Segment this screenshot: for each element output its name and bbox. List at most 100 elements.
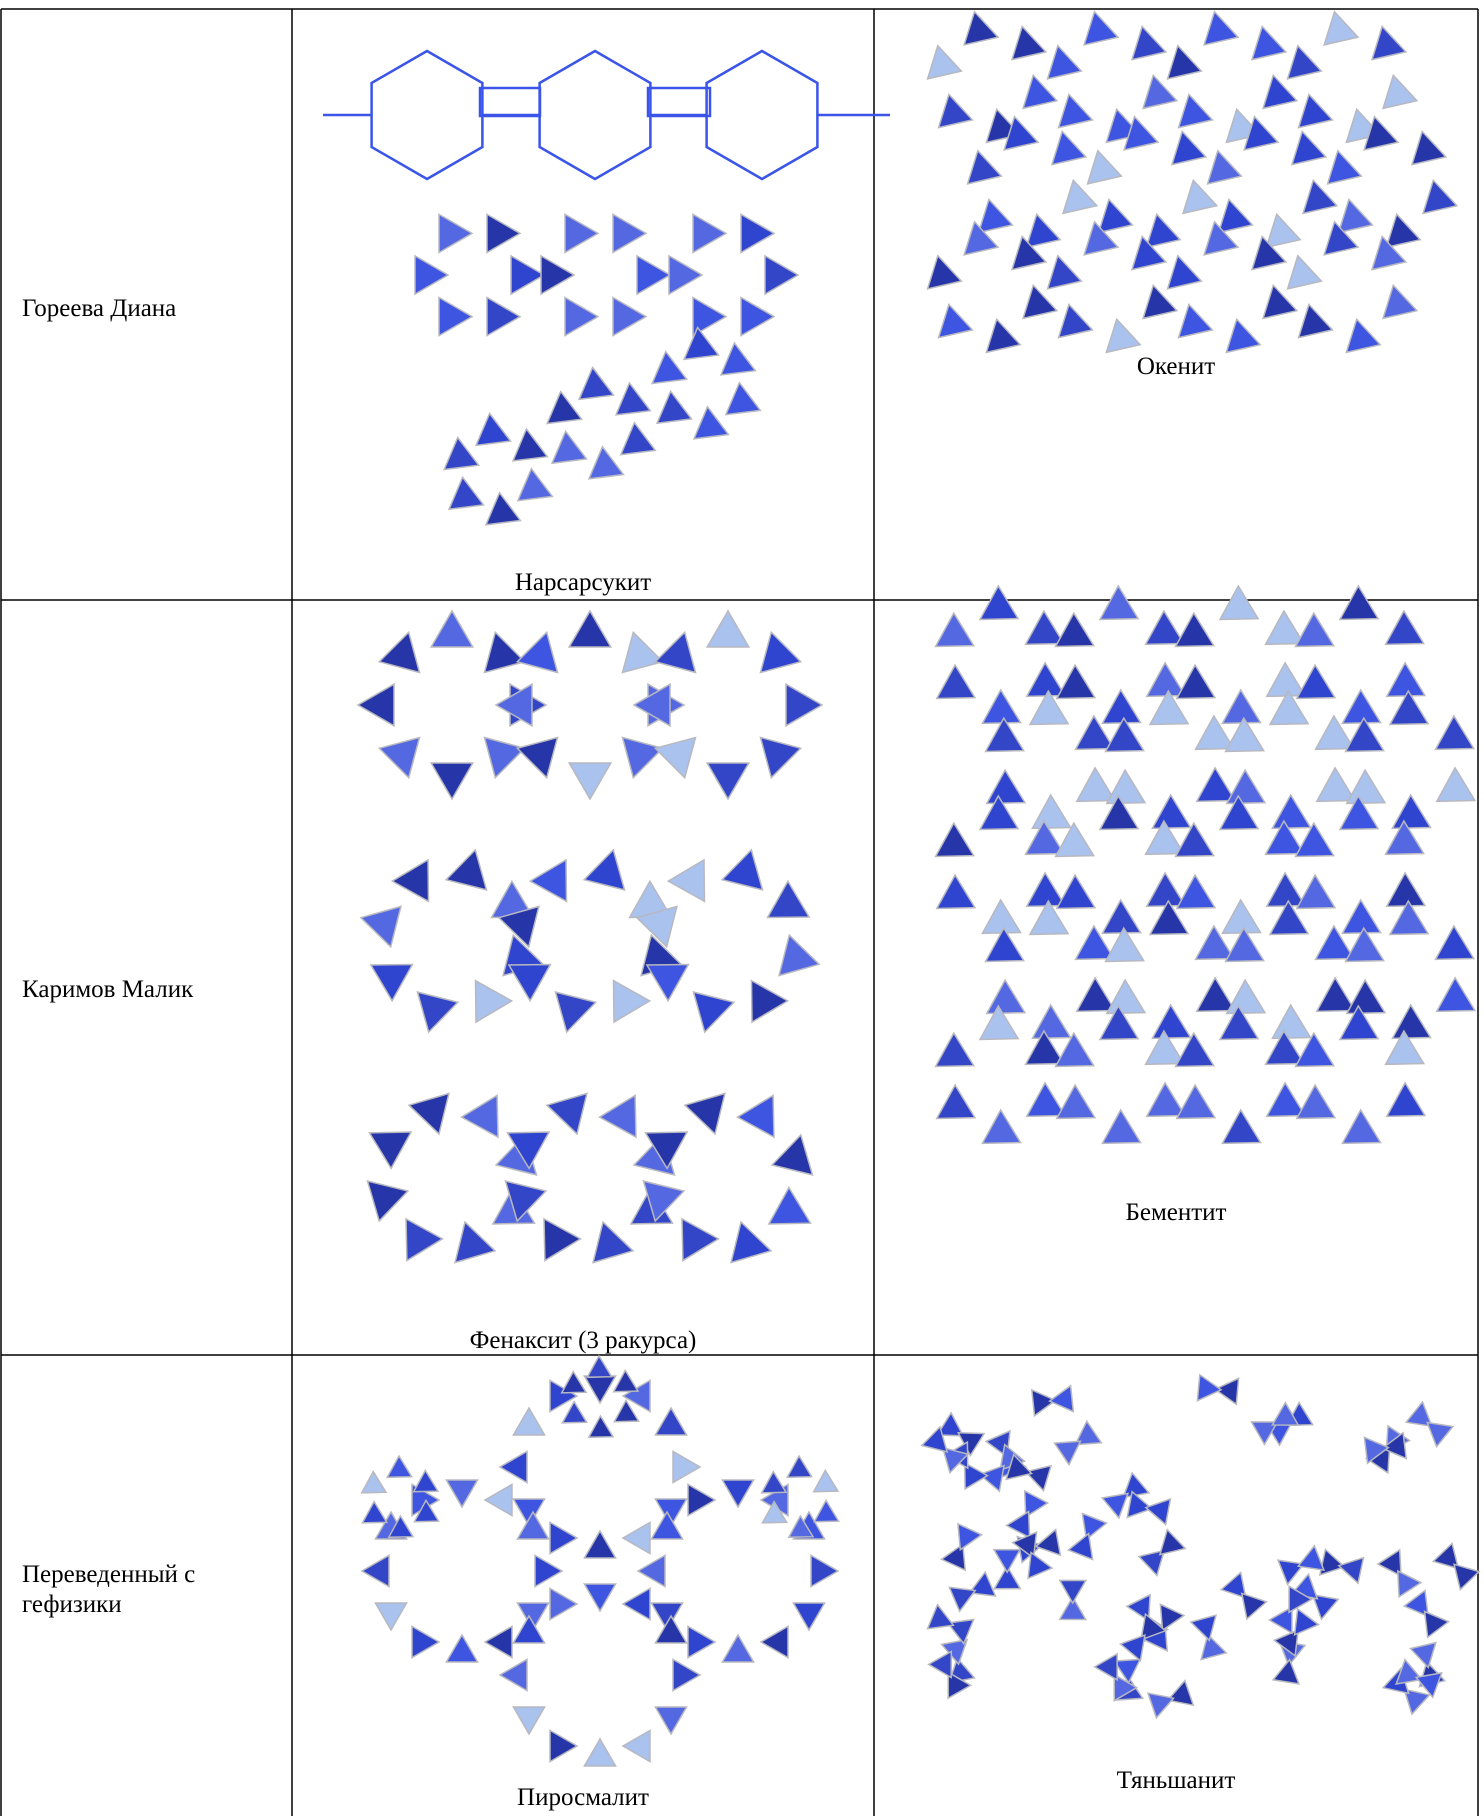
tetrahedron — [981, 898, 1022, 935]
tetrahedron — [366, 1180, 410, 1223]
tetrahedron — [978, 584, 1020, 621]
tetrahedron — [1200, 1633, 1228, 1661]
tetrahedron — [926, 44, 963, 80]
tetrahedron — [1119, 1633, 1146, 1663]
tetrahedron — [592, 1220, 635, 1264]
tetrahedron — [759, 1625, 789, 1659]
tetrahedron — [545, 1092, 588, 1136]
tetrahedron — [1203, 220, 1240, 256]
tetrahedron — [1022, 283, 1059, 320]
tetrahedron — [405, 1217, 444, 1262]
tetrahedron — [512, 1614, 546, 1644]
tetrahedron — [736, 1094, 775, 1139]
tetrahedron — [683, 1092, 726, 1136]
tetrahedron — [1023, 1489, 1050, 1519]
tetrahedron — [1177, 303, 1214, 339]
tetrahedron — [963, 220, 1000, 256]
tetrahedron — [1145, 212, 1182, 249]
tetrahedron — [498, 1450, 528, 1484]
tetrahedron — [935, 873, 977, 910]
tetrahedron — [1396, 1569, 1423, 1599]
tetrahedron — [957, 1522, 984, 1552]
tetrahedron — [978, 1004, 1020, 1041]
tetrahedron — [1264, 1029, 1306, 1066]
tetrahedron — [1267, 1605, 1293, 1635]
tetrahedron — [1057, 93, 1094, 129]
tetrahedron — [1403, 1688, 1431, 1716]
tetrahedron — [587, 1414, 615, 1439]
tetrahedron — [621, 1587, 651, 1621]
tetrahedron — [1144, 819, 1186, 856]
tetrahedron — [721, 1633, 755, 1663]
tetrahedron — [621, 1729, 651, 1763]
tetrahedron — [1243, 115, 1280, 151]
tetrahedron — [1384, 609, 1426, 646]
tetrahedron — [1105, 317, 1142, 354]
tetrahedron — [1213, 1377, 1240, 1406]
tetrahedron — [1196, 1373, 1223, 1402]
tetrahedron — [1104, 716, 1146, 753]
tetrahedron — [619, 421, 657, 456]
student-name: Гореева Диана — [22, 295, 177, 322]
tetrahedron — [1265, 871, 1307, 908]
tetrahedron — [510, 254, 546, 296]
tetrahedron — [1250, 1421, 1279, 1446]
tetrahedron — [937, 303, 974, 339]
tetrahedron — [1426, 1421, 1455, 1449]
image-caption: Нарсарсукит — [514, 569, 652, 596]
tetrahedron — [985, 768, 1027, 805]
tetrahedron — [1025, 871, 1067, 908]
tetrahedron — [1105, 978, 1147, 1015]
tetrahedron — [1025, 1081, 1067, 1118]
tetrahedron — [948, 1586, 977, 1613]
tetrahedron — [1031, 1003, 1072, 1040]
tetrahedron — [1453, 1563, 1481, 1591]
tetrahedron — [1250, 25, 1288, 61]
tetrahedron — [963, 10, 1000, 46]
tetrahedron — [1203, 10, 1240, 46]
tetrahedron — [650, 1602, 684, 1632]
tetrahedron — [1311, 1593, 1340, 1621]
tetrahedron — [1294, 1031, 1336, 1068]
tetrahedron — [654, 1406, 688, 1436]
tetrahedron — [1158, 1528, 1187, 1556]
tetrahedron — [766, 879, 811, 919]
tetrahedron — [1221, 1108, 1262, 1145]
tetrahedron — [692, 991, 736, 1034]
chain-ring — [370, 49, 484, 181]
tetrahedron — [577, 366, 615, 401]
tetrahedron — [1370, 235, 1408, 271]
tetrahedron — [1123, 115, 1160, 151]
tetrahedron — [1363, 115, 1400, 151]
tetrahedron — [767, 1186, 812, 1225]
tetrahedron — [1075, 976, 1117, 1013]
tetrahedron — [721, 1479, 755, 1509]
tetrahedron — [740, 213, 776, 254]
tetrahedron — [549, 1521, 579, 1555]
tetrahedron — [438, 213, 474, 254]
image-caption: Тяньшанит — [1116, 1767, 1236, 1794]
tetrahedron — [1125, 1593, 1151, 1623]
tetrahedron — [759, 630, 803, 674]
tetrahedron — [1055, 663, 1097, 700]
tetrahedron — [583, 1529, 617, 1559]
tetrahedron — [1414, 1671, 1443, 1699]
tetrahedron — [1144, 1029, 1186, 1066]
tetrahedron — [1302, 178, 1339, 215]
tetrahedron — [1098, 584, 1140, 621]
tetrahedron — [1105, 768, 1147, 805]
tetrahedron — [1025, 212, 1062, 249]
tetrahedron — [1194, 714, 1236, 751]
tetrahedron — [429, 762, 475, 801]
tetrahedron — [1271, 1003, 1312, 1040]
table-borders — [0, 8, 1479, 1816]
tetrahedron — [1083, 10, 1120, 46]
tetrahedron — [621, 736, 665, 780]
tetrahedron — [1126, 1490, 1154, 1519]
tetrahedron — [554, 991, 598, 1034]
tetrahedron — [612, 1368, 640, 1393]
tetrahedron — [1318, 1548, 1347, 1577]
tetrahedron — [935, 1411, 965, 1437]
tetrahedron — [992, 1548, 1022, 1574]
tetrahedron — [1385, 871, 1427, 908]
